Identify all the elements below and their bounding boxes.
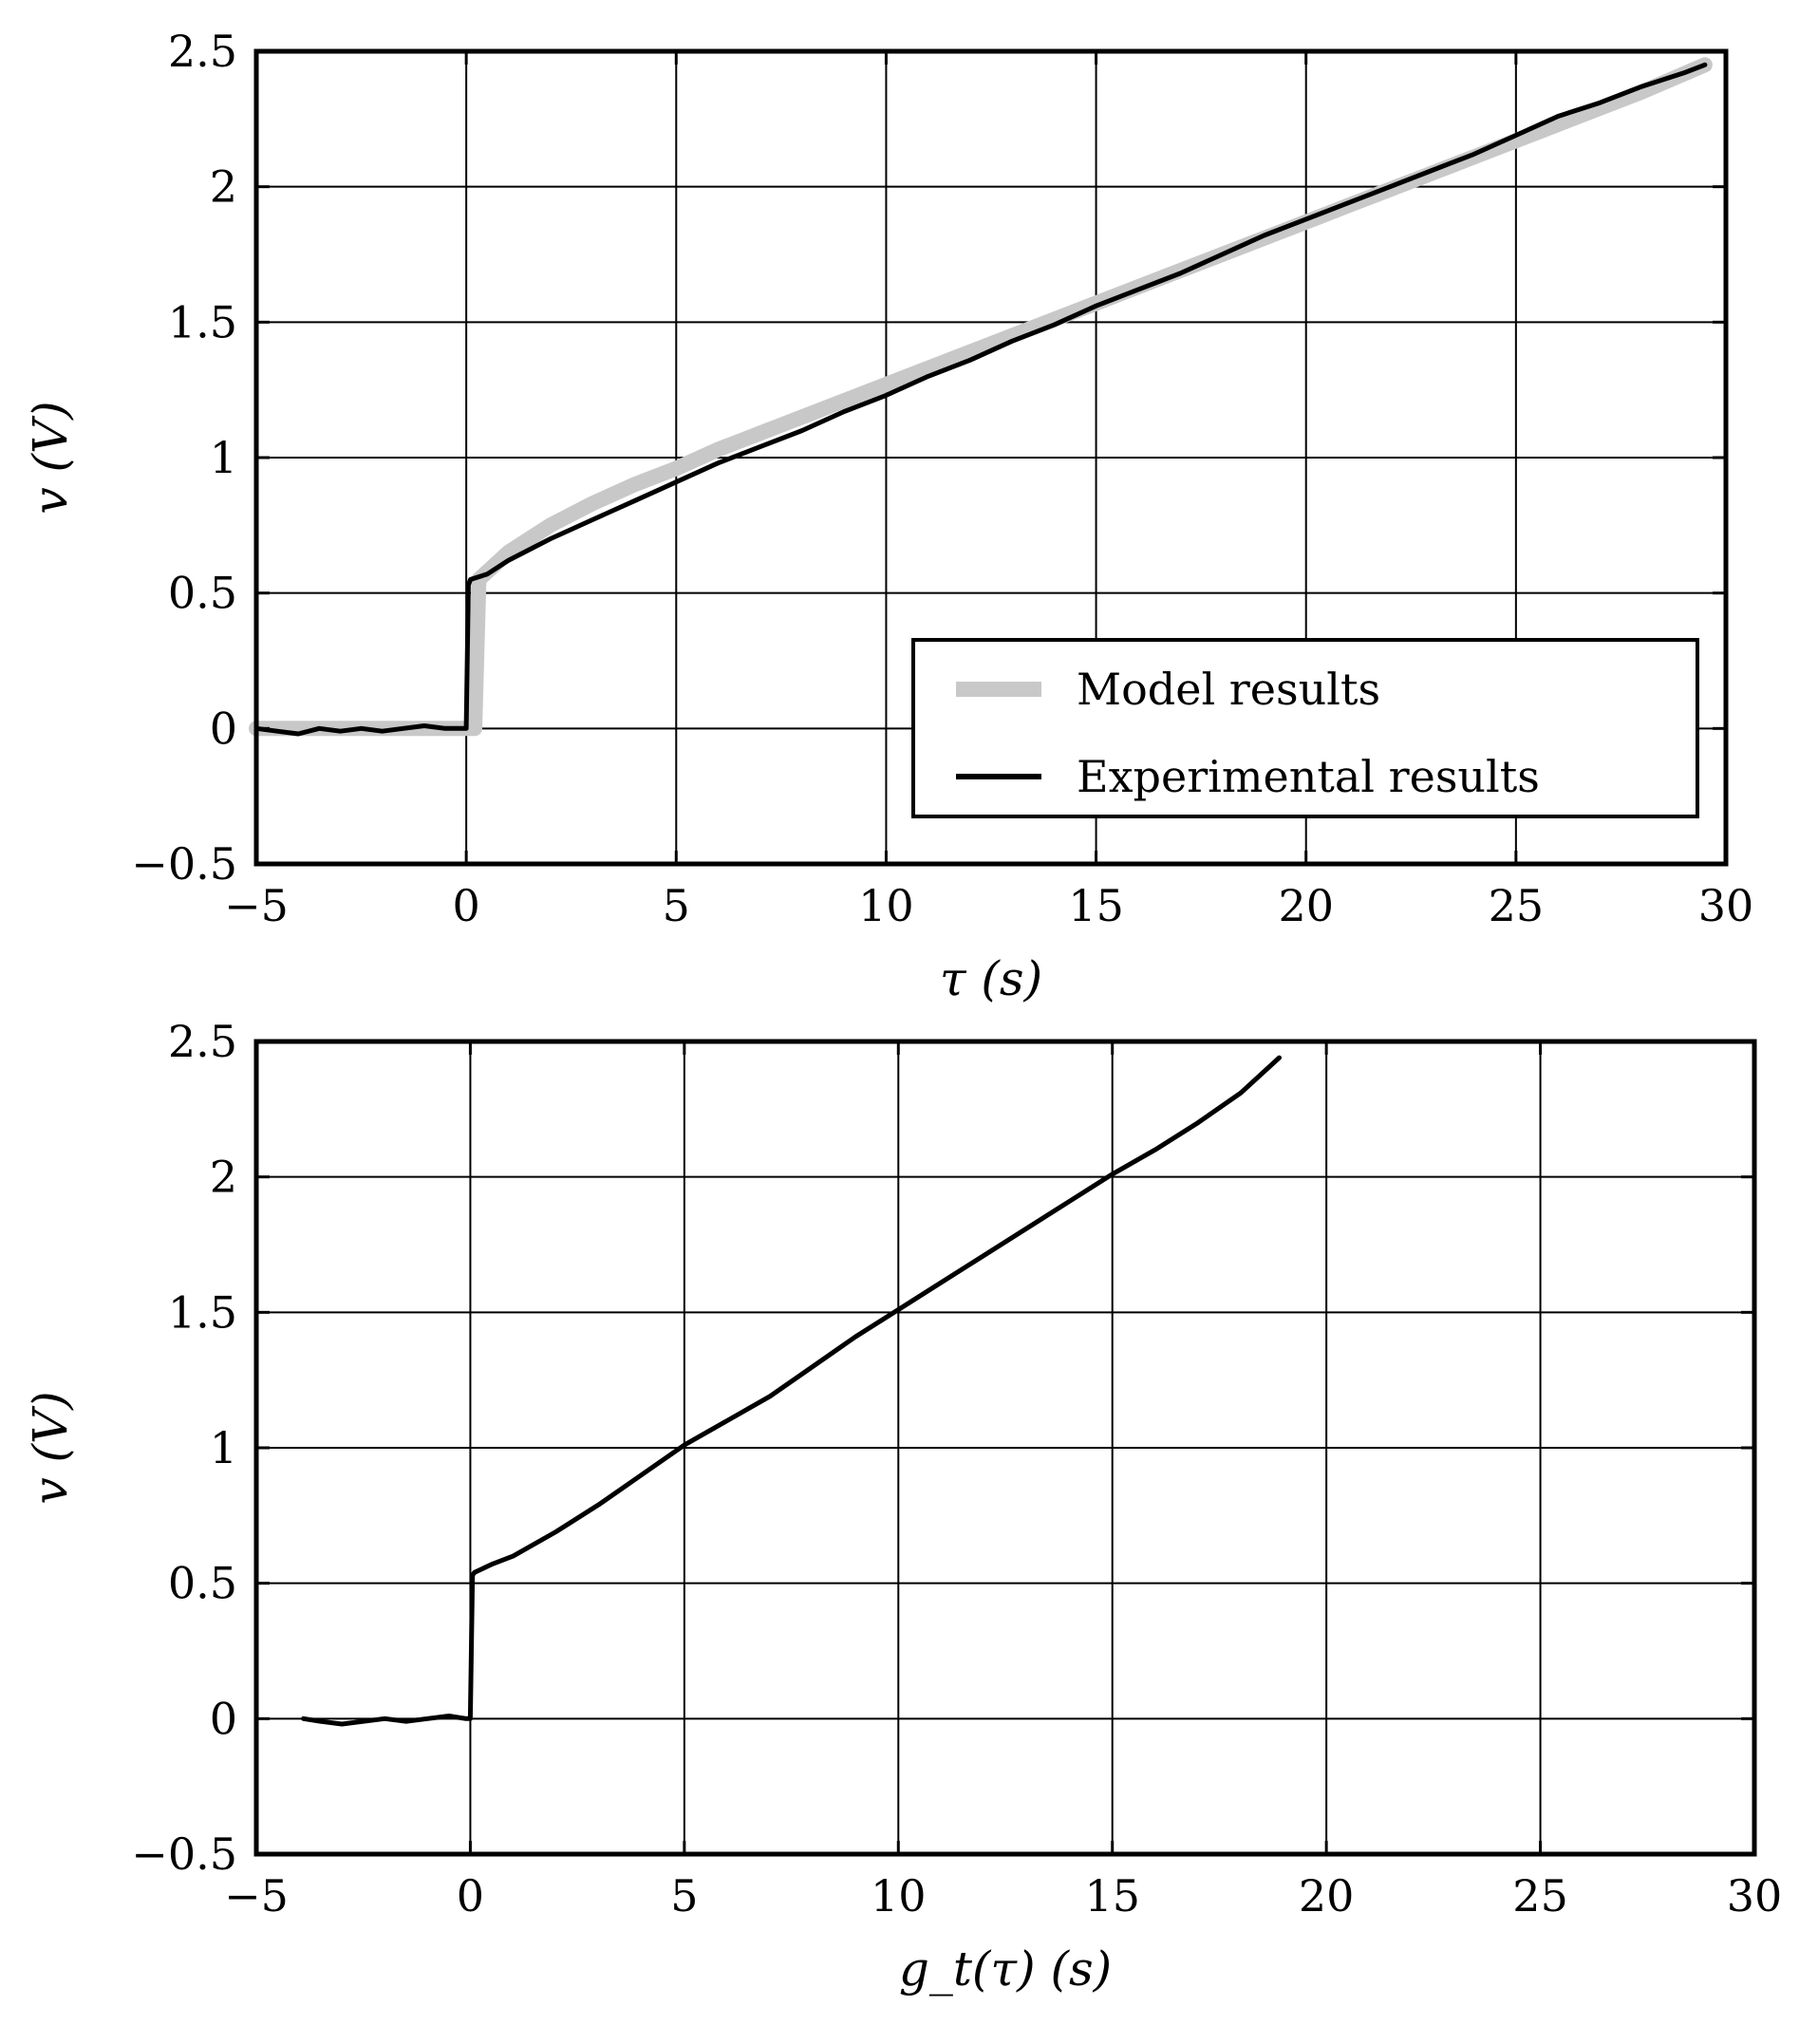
top-chart-legend: Model results Experimental results	[911, 638, 1699, 818]
top-chart-x-tick-label: 15	[1068, 880, 1124, 931]
top-chart-series-experimental-results	[253, 62, 1708, 737]
top-chart: −5 0 5 10 15 20 25 30 −0.5 0 0.5 1 1.5 2 2.5 τ (s) v (…	[23, 26, 1753, 1006]
top-chart-y-tick-label: 0.5	[168, 568, 237, 619]
bottom-chart-y-tick-label: 2.5	[168, 1016, 237, 1067]
bottom-chart-x-tick-label: −5	[224, 1870, 289, 1922]
bottom-chart-y-tick-label: 2	[210, 1152, 237, 1203]
legend-box	[911, 638, 1699, 818]
bottom-chart-x-tick-label: 0	[457, 1870, 484, 1922]
top-chart-y-tick-label: 0	[210, 703, 237, 754]
top-chart-x-tick-label: 30	[1698, 880, 1754, 931]
bottom-chart: −5 0 5 10 15 20 25 30 −0.5 0 0.5 1 1.5 2 2.5 g_t(τ) (s…	[23, 1016, 1782, 1997]
bottom-chart-y-tick-label: 1	[210, 1422, 237, 1473]
bottom-chart-y-tick-label: 0.5	[168, 1558, 237, 1609]
legend-label: Model results	[1077, 664, 1380, 715]
top-chart-ticks: −5 0 5 10 15 20 25 30 −0.5 0 0.5 1 1.5 2 2.5	[131, 26, 1753, 931]
top-chart-y-tick-label: 2	[210, 161, 237, 213]
top-chart-x-tick-label: 0	[453, 880, 480, 931]
top-chart-x-tick-label: 20	[1278, 880, 1334, 931]
bottom-chart-ticks: −5 0 5 10 15 20 25 30 −0.5 0 0.5 1 1.5 2 2.5	[131, 1016, 1782, 1922]
top-chart-series	[249, 57, 1713, 737]
top-chart-y-tick-label: 1	[210, 432, 237, 483]
top-chart-y-axis-label: v (V)	[23, 401, 78, 514]
bottom-chart-y-tick-label: −0.5	[131, 1828, 237, 1880]
bottom-chart-x-tick-label: 30	[1727, 1870, 1783, 1922]
top-chart-x-tick-label: −5	[224, 880, 289, 931]
bottom-chart-y-axis-label: v (V)	[23, 1391, 78, 1504]
top-chart-x-axis-label: τ (s)	[940, 951, 1042, 1006]
bottom-chart-x-tick-label: 20	[1299, 1870, 1355, 1922]
top-chart-x-tick-label: 10	[858, 880, 914, 931]
top-chart-y-tick-label: 1.5	[168, 296, 237, 347]
bottom-chart-y-tick-label: 0	[210, 1693, 237, 1744]
bottom-chart-x-tick-label: 25	[1512, 1870, 1568, 1922]
bottom-chart-x-tick-label: 5	[670, 1870, 698, 1922]
top-chart-x-tick-label: 5	[663, 880, 690, 931]
top-chart-y-tick-label: −0.5	[131, 838, 237, 890]
bottom-chart-grid	[256, 1041, 1754, 1854]
bottom-chart-x-axis-label: g_t(τ) (s)	[899, 1941, 1112, 1997]
bottom-chart-x-tick-label: 10	[871, 1870, 927, 1922]
legend-label: Experimental results	[1077, 751, 1540, 802]
top-chart-grid	[256, 51, 1726, 864]
top-chart-series-model-results	[249, 57, 1713, 737]
bottom-chart-series-data	[301, 1055, 1282, 1727]
top-chart-x-tick-label: 25	[1489, 880, 1545, 931]
top-chart-y-tick-label: 2.5	[168, 26, 237, 77]
bottom-chart-y-tick-label: 1.5	[168, 1286, 237, 1338]
bottom-chart-x-tick-label: 15	[1084, 1870, 1140, 1922]
bottom-chart-series	[301, 1055, 1282, 1727]
